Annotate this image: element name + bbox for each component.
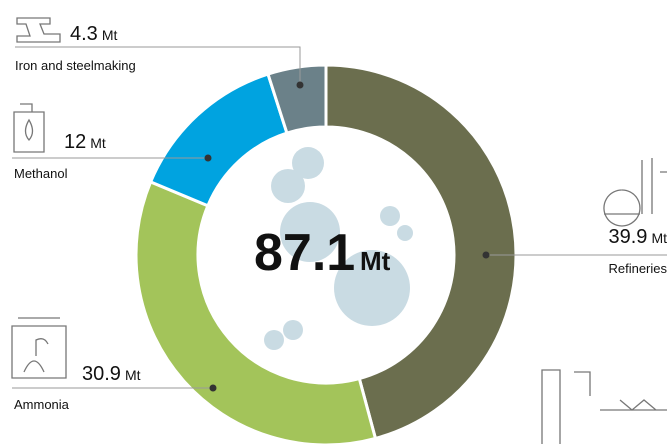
category-label: Refineries <box>608 261 667 276</box>
leader-dot <box>209 384 217 392</box>
leader-dot <box>204 154 212 162</box>
category-label: Iron and steelmaking <box>15 58 136 73</box>
leader-dot <box>482 251 490 259</box>
unit: Mt <box>125 367 141 383</box>
value-label: 12 Mt <box>64 131 106 153</box>
unit: Mt <box>90 135 106 151</box>
category-label: Methanol <box>14 166 68 181</box>
value: 39.9 <box>609 226 648 248</box>
value: 30.9 <box>82 363 121 385</box>
unit: Mt <box>102 27 118 43</box>
value-label: 39.9 Mt <box>609 226 667 248</box>
total-unit: Mt <box>360 246 391 276</box>
donut-slice <box>134 179 378 444</box>
icons <box>11 17 667 444</box>
donut-slice <box>148 72 289 208</box>
value-label: 30.9 Mt <box>82 363 141 385</box>
donut-slice <box>266 63 328 135</box>
donut-slice <box>324 63 518 441</box>
leader-line <box>15 46 301 85</box>
value: 12 <box>64 131 86 153</box>
donut <box>134 63 518 444</box>
bubbles <box>264 147 413 350</box>
value-label: 4.3 Mt <box>70 23 117 45</box>
category-label: Ammonia <box>14 397 70 412</box>
leader-dot <box>296 81 304 89</box>
value: 4.3 <box>70 23 98 45</box>
total-value: 87.1 <box>254 224 355 282</box>
unit: Mt <box>651 230 667 246</box>
